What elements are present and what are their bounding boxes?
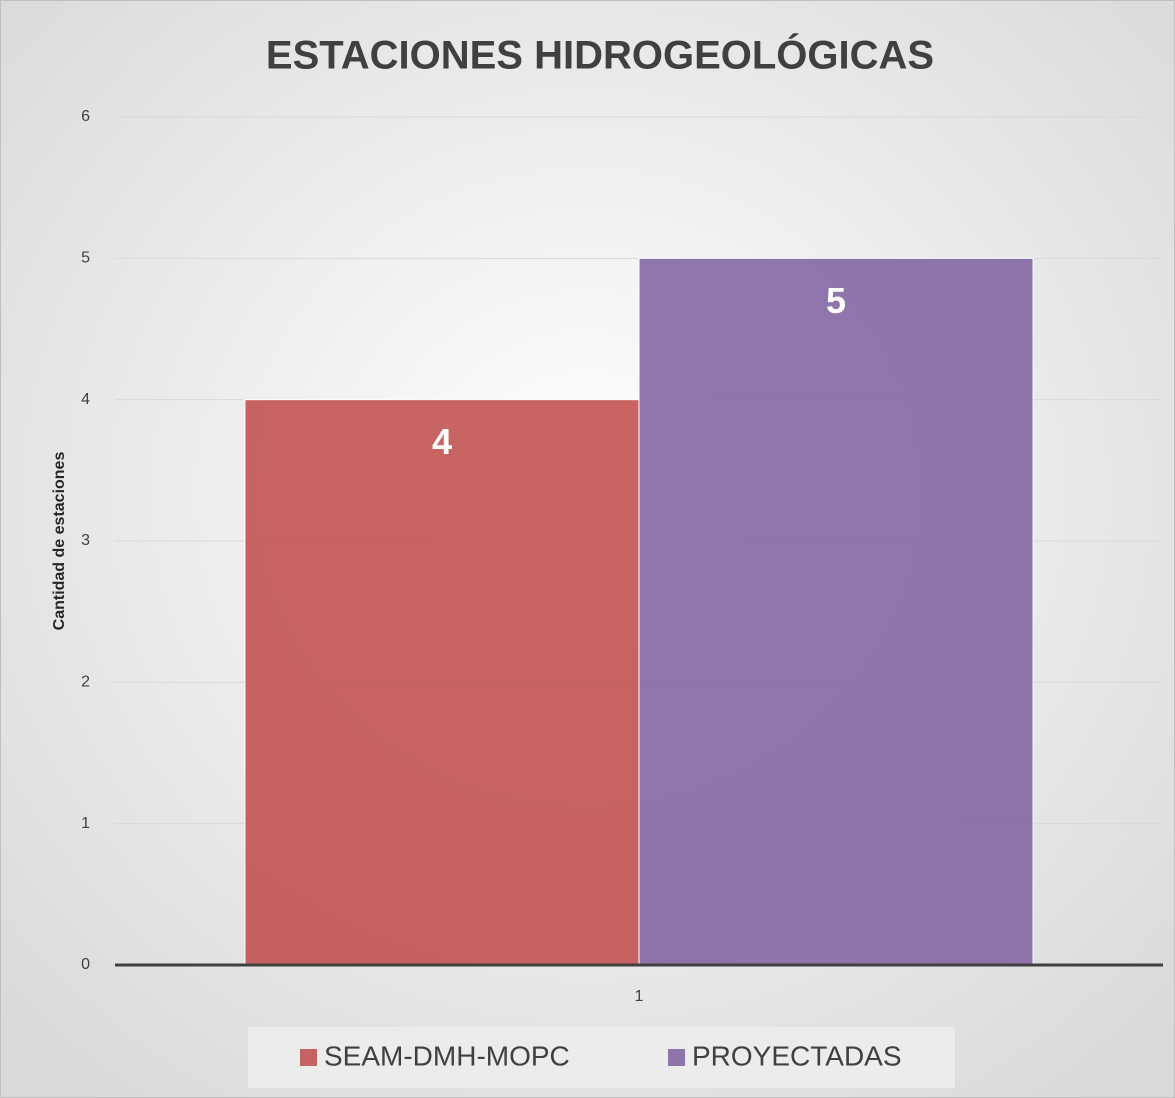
legend-swatch [668,1049,685,1066]
legend-label: PROYECTADAS [692,1040,902,1071]
bar [244,399,640,966]
y-tick-label: 3 [81,532,90,549]
x-tick-label: 1 [635,988,644,1005]
y-tick-label: 4 [81,391,90,408]
y-axis-label: Cantidad de estaciones [51,452,68,631]
y-tick-label: 6 [81,108,90,125]
chart-title: ESTACIONES HIDROGEOLÓGICAS [266,32,934,78]
y-tick-label: 0 [81,956,90,973]
y-tick-label: 2 [81,674,90,691]
legend-label: SEAM-DMH-MOPC [324,1040,570,1071]
legend-box [248,1027,955,1088]
y-tick-label: 1 [81,815,90,832]
y-tick-label: 5 [81,250,90,267]
data-label: 5 [826,280,846,321]
data-label: 4 [432,421,452,462]
bar [638,257,1034,966]
legend-swatch [300,1049,317,1066]
